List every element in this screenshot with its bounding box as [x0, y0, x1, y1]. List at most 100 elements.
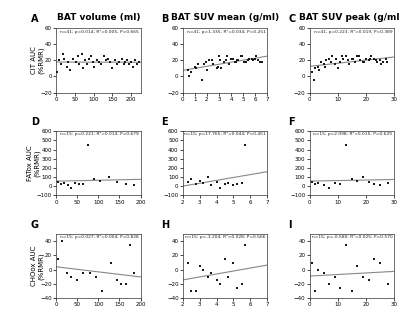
Point [371, 182, 378, 187]
Point [114, 179, 120, 184]
Point [354, 178, 360, 183]
Point [242, 242, 248, 247]
Point [385, 181, 392, 186]
Point [326, 281, 332, 286]
Point [118, 56, 125, 61]
Text: n=15; p=-0.580; R²=0.025; P=0.570: n=15; p=-0.580; R²=0.025; P=0.570 [312, 235, 392, 239]
Point [312, 66, 318, 71]
Point [90, 60, 96, 65]
Point [130, 64, 136, 69]
Point [312, 289, 318, 294]
Point [74, 278, 80, 283]
Point [360, 274, 366, 279]
Point [61, 56, 68, 61]
Point [332, 180, 338, 185]
Point [378, 62, 384, 67]
Point [316, 68, 322, 73]
Point [184, 68, 191, 73]
Point [96, 60, 102, 65]
Point [343, 242, 349, 247]
Point [217, 281, 223, 286]
Point [102, 58, 109, 63]
Point [132, 58, 138, 63]
Point [259, 60, 266, 65]
Point [348, 56, 355, 61]
Point [109, 66, 116, 71]
Point [72, 180, 78, 185]
Point [371, 56, 378, 61]
Point [112, 58, 118, 63]
Point [329, 54, 335, 59]
Point [320, 62, 327, 67]
Point [202, 60, 209, 65]
Point [55, 257, 61, 262]
Point [61, 181, 68, 186]
Text: D: D [31, 117, 39, 127]
Point [225, 180, 232, 185]
Point [91, 64, 98, 69]
Point [217, 186, 223, 191]
Point [239, 54, 245, 59]
Title: BAT SUV mean (g/ml): BAT SUV mean (g/ml) [171, 13, 279, 22]
Point [228, 56, 234, 61]
Point [60, 51, 66, 57]
Point [201, 62, 208, 67]
Point [363, 56, 369, 61]
Point [213, 179, 220, 184]
Point [357, 58, 364, 63]
Point [210, 62, 216, 67]
Point [254, 58, 261, 63]
Y-axis label: FATox AUC
(%RMR): FATox AUC (%RMR) [27, 145, 41, 181]
Point [241, 60, 248, 65]
Point [309, 179, 316, 184]
Point [343, 54, 349, 59]
Point [114, 278, 120, 283]
Text: C: C [288, 14, 296, 24]
Point [56, 58, 62, 63]
Point [188, 70, 194, 75]
Point [63, 271, 70, 276]
Text: B: B [162, 14, 169, 24]
Point [340, 56, 346, 61]
Point [230, 56, 237, 61]
Point [195, 62, 202, 67]
Point [120, 62, 127, 67]
Point [224, 54, 231, 59]
Point [101, 54, 107, 59]
Point [57, 62, 64, 67]
Point [337, 181, 344, 187]
Text: A: A [31, 14, 38, 24]
Point [193, 66, 199, 71]
Point [192, 64, 198, 69]
Point [346, 62, 352, 67]
Point [122, 182, 129, 187]
Point [188, 289, 194, 294]
Point [232, 60, 238, 65]
Point [188, 176, 194, 181]
Point [222, 257, 228, 262]
Point [337, 285, 344, 290]
Point [196, 264, 203, 269]
Point [116, 60, 122, 65]
Point [239, 181, 245, 186]
Point [339, 54, 345, 59]
Point [348, 176, 355, 181]
Point [108, 260, 114, 265]
Point [242, 142, 248, 147]
Point [309, 260, 316, 265]
Text: F: F [288, 117, 295, 127]
Point [366, 278, 372, 283]
Point [107, 60, 114, 65]
Point [333, 56, 340, 61]
Y-axis label: CHOox AUC
(%RMR): CHOox AUC (%RMR) [31, 246, 44, 286]
Point [344, 58, 351, 63]
Point [70, 56, 76, 61]
Point [214, 64, 221, 69]
Point [322, 64, 328, 69]
Point [315, 267, 321, 272]
Point [216, 54, 222, 59]
Point [320, 183, 327, 188]
Point [118, 281, 125, 286]
Point [185, 260, 191, 265]
Point [354, 264, 360, 269]
